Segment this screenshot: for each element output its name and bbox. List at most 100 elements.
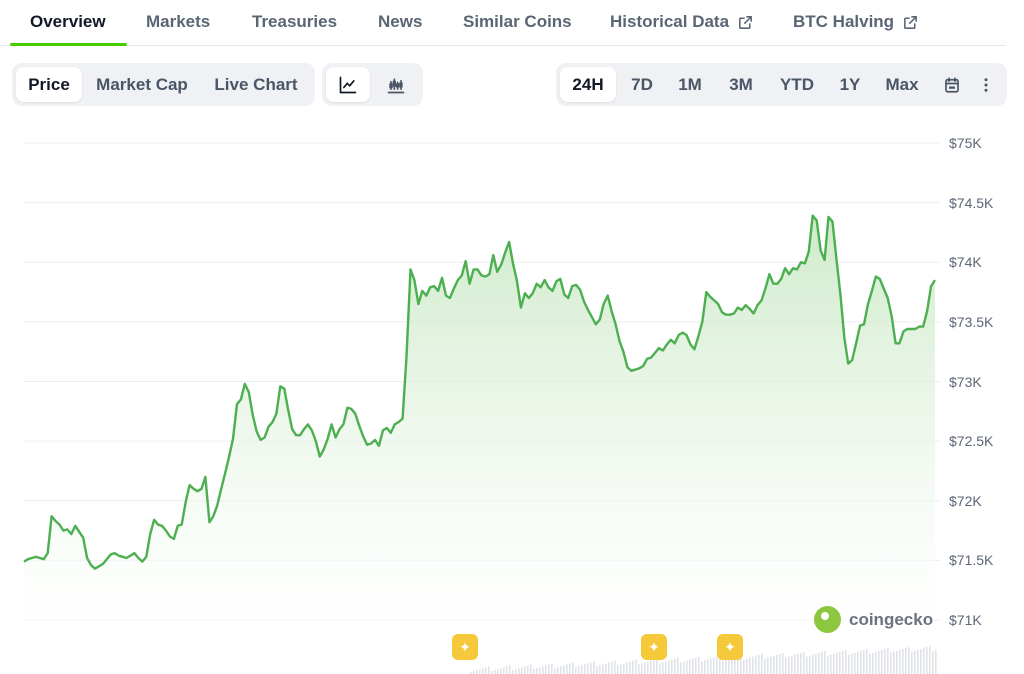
volume-bar <box>749 657 751 674</box>
tab-similar-coins[interactable]: Similar Coins <box>463 12 572 31</box>
volume-bar <box>842 650 844 674</box>
volume-bar <box>872 652 874 674</box>
volume-bar <box>530 664 532 674</box>
volume-bar <box>854 652 856 674</box>
volume-bar <box>575 667 577 674</box>
price-area-fill <box>24 215 935 630</box>
volume-bar <box>899 649 901 674</box>
line-chart-icon <box>339 76 357 93</box>
volume-bar <box>869 653 871 674</box>
volume-bar <box>491 671 493 674</box>
volume-bar <box>926 647 928 674</box>
volume-bar <box>581 665 583 674</box>
volume-bar <box>836 652 838 674</box>
tab-treasuries[interactable]: Treasuries <box>252 12 338 31</box>
volume-bar <box>893 651 895 674</box>
volume-bar <box>911 651 913 674</box>
volume-bar <box>695 657 697 674</box>
y-axis-tick-label: $74K <box>949 254 982 271</box>
line-chart-button[interactable] <box>326 67 370 102</box>
volume-bar <box>590 662 592 674</box>
volume-bar <box>914 650 916 674</box>
candlestick-chart-button[interactable] <box>374 67 418 102</box>
volume-bar <box>860 650 862 674</box>
volume-bar <box>584 664 586 674</box>
volume-bar <box>659 663 661 674</box>
volume-bar <box>614 660 616 674</box>
volume-bar <box>863 649 865 674</box>
volume-bar <box>524 666 526 674</box>
volume-bar <box>551 663 553 674</box>
volume-bar <box>704 660 706 674</box>
volume-bar <box>923 648 925 674</box>
event-marker[interactable]: ✦ <box>452 634 478 660</box>
price-line <box>23 214 937 570</box>
volume-bar <box>740 654 742 674</box>
tab-historical-data[interactable]: Historical Data <box>610 12 754 32</box>
volume-bar <box>908 647 910 674</box>
volume-bar <box>593 661 595 674</box>
volume-bar <box>602 664 604 674</box>
volume-bar <box>596 666 598 674</box>
volume-bar <box>629 661 631 674</box>
volume-bar <box>896 650 898 674</box>
volume-bar <box>635 659 637 674</box>
price-chart[interactable] <box>0 110 1024 674</box>
volume-bar <box>857 651 859 674</box>
range-1m-button[interactable]: 1M <box>678 75 702 94</box>
y-axis-tick-label: $73.5K <box>949 313 994 330</box>
volume-bar <box>752 656 754 674</box>
range-ytd-button[interactable]: YTD <box>780 75 814 94</box>
volume-bar <box>473 671 475 674</box>
volume-bar <box>683 661 685 674</box>
volume-bar <box>632 660 634 674</box>
market-cap-toggle-button[interactable]: Market Cap <box>96 75 188 94</box>
external-link-icon <box>739 15 752 29</box>
tab-news[interactable]: News <box>378 12 423 31</box>
volume-bar <box>500 668 502 674</box>
external-link-icon <box>904 15 918 29</box>
range-1y-button[interactable]: 1Y <box>839 75 861 94</box>
volume-bar <box>470 672 472 674</box>
volume-bar <box>746 658 748 674</box>
volume-bar <box>710 658 712 674</box>
range-24h-button[interactable]: 24H <box>560 67 616 102</box>
live-chart-toggle-button[interactable]: Live Chart <box>214 75 298 94</box>
volume-bar <box>791 655 793 674</box>
tab-overview[interactable]: Overview <box>30 12 106 31</box>
range-3m-button[interactable]: 3M <box>729 75 753 94</box>
calendar-button[interactable] <box>934 67 970 102</box>
volume-bar <box>773 655 775 674</box>
more-options-button[interactable] <box>972 67 1000 102</box>
volume-bar <box>521 667 523 674</box>
volume-bar <box>479 669 481 674</box>
volume-bar <box>623 663 625 674</box>
volume-bar <box>890 652 892 674</box>
y-axis-tick-label: $72.5K <box>949 433 994 450</box>
volume-bar <box>485 667 487 674</box>
volume-bar <box>563 665 565 674</box>
y-axis-tick-label: $72K <box>949 492 982 509</box>
volume-bar <box>587 663 589 674</box>
y-axis-tick-label: $73K <box>949 373 982 390</box>
volume-bar <box>839 651 841 674</box>
volume-bar <box>536 668 538 674</box>
event-marker[interactable]: ✦ <box>641 634 667 660</box>
volume-bar <box>881 649 883 674</box>
volume-bar <box>779 653 781 674</box>
price-toggle-button[interactable]: Price <box>16 67 82 102</box>
tab-btc-halving[interactable]: BTC Halving <box>793 12 919 32</box>
tab-markets[interactable]: Markets <box>146 12 211 31</box>
volume-bar <box>671 659 673 674</box>
volume-bars <box>470 646 937 674</box>
event-marker[interactable]: ✦ <box>717 634 743 660</box>
volume-bar <box>650 660 652 674</box>
range-7d-button[interactable]: 7D <box>631 75 653 94</box>
volume-bar <box>545 665 547 674</box>
volume-bar <box>620 664 622 674</box>
volume-bar <box>674 658 676 674</box>
candlestick-icon <box>387 77 405 93</box>
y-axis-tick-label: $71K <box>949 612 982 628</box>
volume-bar <box>794 654 796 674</box>
range-max-button[interactable]: Max <box>885 75 919 94</box>
